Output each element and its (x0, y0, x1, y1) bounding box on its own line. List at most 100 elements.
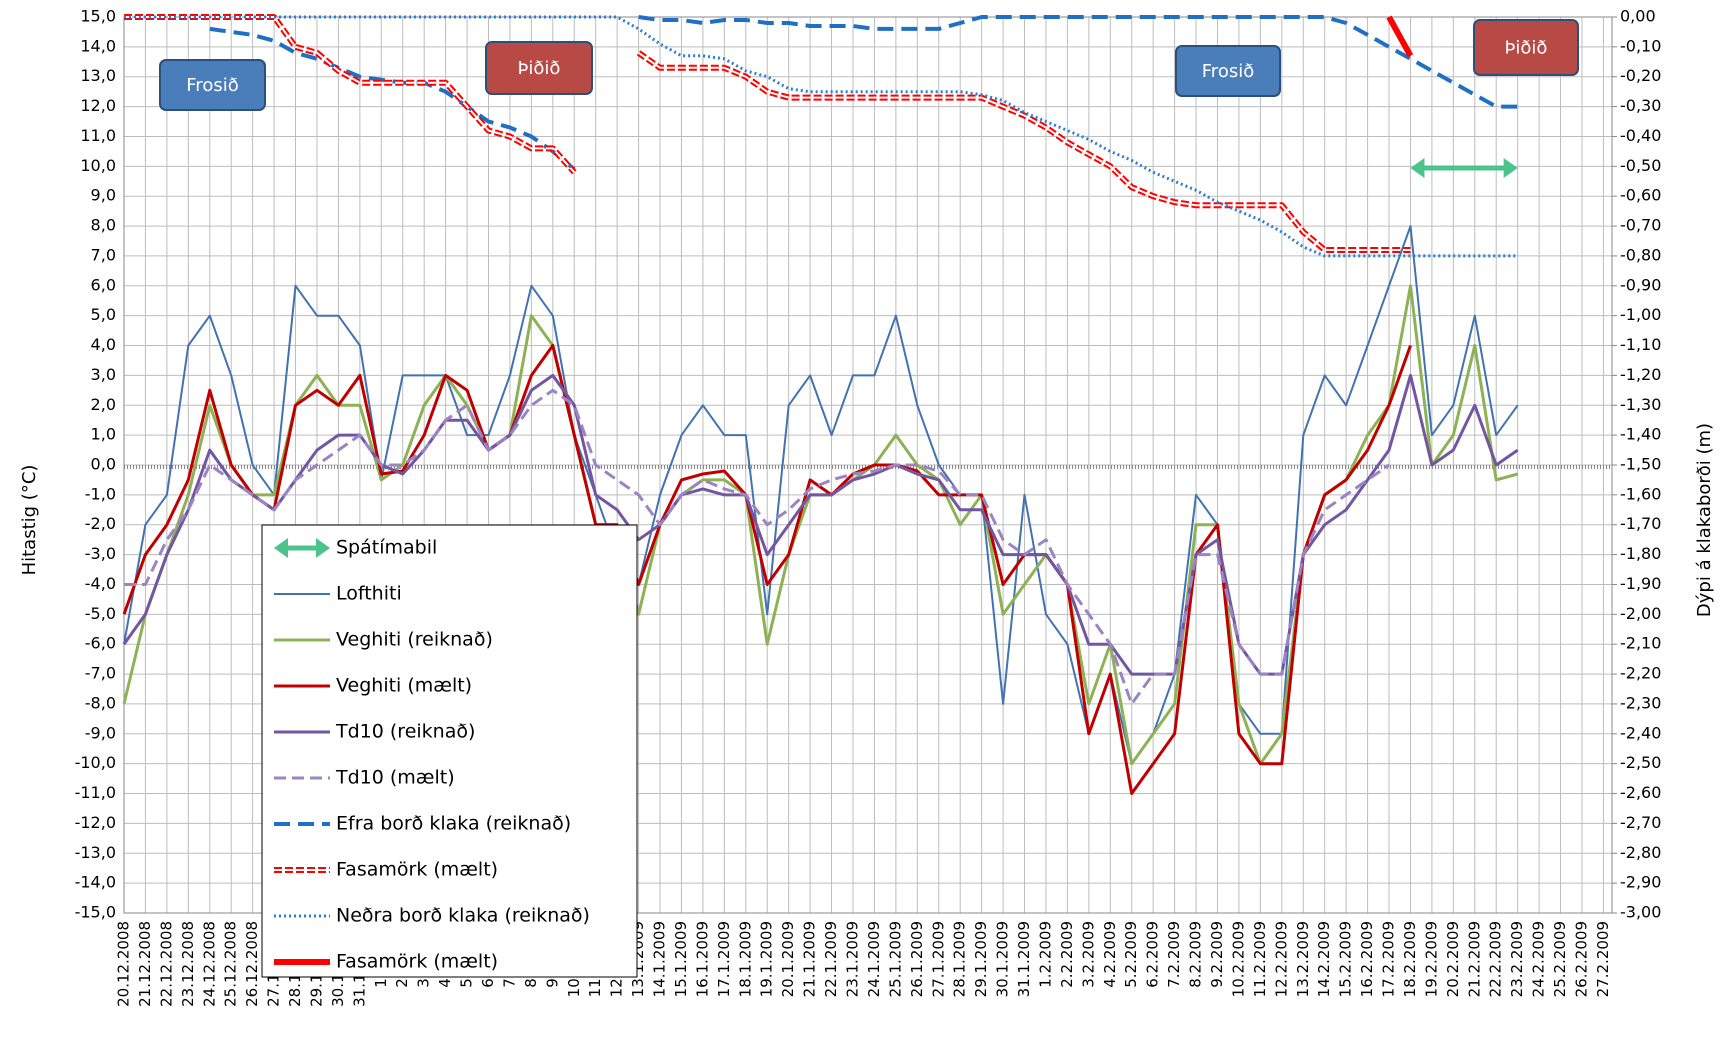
x-tick-label: 23.1.2009 (843, 921, 861, 997)
y2-tick-label: -0,80 (1620, 245, 1661, 264)
legend-label: Td10 (reiknað) (335, 721, 475, 743)
x-tick-label: 16.2.2009 (1358, 921, 1376, 997)
y-tick-label: -6,0 (85, 634, 116, 653)
y-tick-label: 12,0 (80, 96, 116, 115)
y2-tick-label: -1,90 (1620, 574, 1661, 593)
annotation-box (1473, 19, 1579, 76)
plot-frame (123, 16, 1613, 914)
x-tick-label: 31.1.2009 (1015, 921, 1033, 997)
y2-tick-label: -2,70 (1620, 813, 1661, 832)
y2-tick-label: -0,10 (1620, 36, 1661, 55)
y-tick-label: -3,0 (85, 544, 116, 563)
y2-tick-label: -2,80 (1620, 843, 1661, 862)
y2-tick-label: -1,60 (1620, 484, 1661, 503)
y2-tick-label: -2,40 (1620, 723, 1661, 742)
y2-tick-label: -0,50 (1620, 156, 1661, 175)
y2-tick-label: -1,20 (1620, 365, 1661, 384)
series-line (1386, 15, 1414, 58)
y2-tick-label: -1,70 (1620, 514, 1661, 533)
y-tick-label: 8,0 (91, 216, 116, 235)
y-tick-label: -4,0 (85, 574, 116, 593)
x-tick-label: 21.1.2009 (801, 921, 819, 997)
x-tick-label: 1.2.2009 (1036, 921, 1054, 988)
x-tick-label: 26.12.2008 (243, 921, 261, 1007)
series-line (124, 15, 1518, 258)
x-tick-label: 22.2.2009 (1487, 921, 1505, 997)
x-tick-label: 14.2.2009 (1315, 921, 1333, 997)
y2-tick-label: -2,00 (1620, 604, 1661, 623)
x-tick-label: 20.12.2008 (115, 921, 133, 1007)
x-tick-label: 11.2.2009 (1251, 921, 1269, 997)
y2-tick-label: -1,80 (1620, 544, 1661, 563)
x-tick-label: 23.2.2009 (1508, 921, 1526, 997)
x-tick-label: 22.1.2009 (822, 921, 840, 997)
annotation-box (1175, 45, 1281, 97)
series-line (123, 225, 1519, 765)
y2-tick-label: -2,30 (1620, 693, 1661, 712)
y2-tick-label: -1,50 (1620, 455, 1661, 474)
y-axis-title: Hitastig (°C) (19, 465, 40, 576)
x-tick-label: 26.2.2009 (1572, 921, 1590, 997)
y-tick-label: 1,0 (91, 425, 116, 444)
x-tick-label: 20.1.2009 (779, 921, 797, 997)
x-tick-label: 21.2.2009 (1465, 921, 1483, 997)
x-tick-label: 27.1.2009 (929, 921, 947, 997)
y2-tick-label: 0,00 (1620, 7, 1656, 26)
x-tick-label: 23.12.2008 (179, 921, 197, 1007)
y-tick-label: -13,0 (75, 843, 116, 862)
y-tick-label: 5,0 (91, 305, 116, 324)
x-tick-label: 26.1.2009 (908, 921, 926, 997)
series-line (124, 388, 1390, 706)
x-tick-label: 13.2.2009 (1294, 921, 1312, 997)
y-tick-label: 7,0 (91, 245, 116, 264)
y-tick-label: -11,0 (75, 783, 116, 802)
y2-tick-label: -0,40 (1620, 126, 1661, 145)
x-tick-label: 21.12.2008 (136, 921, 154, 1007)
legend-label: Fasamörk (mælt) (336, 859, 498, 881)
y2-tick-label: -2,90 (1620, 873, 1661, 892)
x-tick-label: 4.2.2009 (1101, 921, 1119, 988)
legend-label: Fasamörk (mælt) (336, 951, 498, 973)
x-tick-label: 15.2.2009 (1337, 921, 1355, 997)
annotation-text: Þiðið (1505, 38, 1548, 59)
x-tick-label: 18.2.2009 (1401, 921, 1419, 997)
x-tick-label: 18.1.2009 (736, 921, 754, 997)
x-tick-label: 14.1.2009 (651, 921, 669, 997)
y-tick-label: -10,0 (75, 753, 116, 772)
y-tick-label: 11,0 (80, 126, 116, 145)
annotation-box (485, 41, 593, 95)
x-tick-label: 7.2.2009 (1165, 921, 1183, 988)
y-tick-label: 15,0 (80, 7, 116, 26)
y2-tick-label: -1,10 (1620, 335, 1661, 354)
y2-tick-label: -0,60 (1620, 186, 1661, 205)
x-tick-label: 10.2.2009 (1229, 921, 1247, 997)
y2-tick-label: -2,60 (1620, 783, 1661, 802)
y-tick-label: 13,0 (80, 66, 116, 85)
annotation-box (159, 59, 266, 111)
y-tick-label: -5,0 (85, 604, 116, 623)
y-tick-label: -12,0 (75, 813, 116, 832)
x-tick-label: 19.2.2009 (1422, 921, 1440, 997)
x-tick-label: 29.1.2009 (972, 921, 990, 997)
y-tick-label: -14,0 (75, 873, 116, 892)
y-tick-label: 4,0 (91, 335, 116, 354)
y2-tick-label: -3,00 (1620, 903, 1661, 922)
x-tick-label: 24.1.2009 (865, 921, 883, 997)
y2-tick-label: -0,70 (1620, 216, 1661, 235)
annotation-text: Frosið (186, 75, 238, 96)
x-tick-label: 25.2.2009 (1551, 921, 1569, 997)
y2-axis-title: Dýpi á klakaborði (m) (1694, 423, 1715, 617)
x-tick-label: 2.2.2009 (1058, 921, 1076, 988)
forecast-arrow-head (274, 538, 330, 558)
legend-label: Neðra borð klaka (reiknað) (336, 905, 590, 927)
y2-tick-label: -0,30 (1620, 96, 1661, 115)
x-tick-label: 12.2.2009 (1272, 921, 1290, 997)
y-tick-label: 6,0 (91, 275, 116, 294)
x-tick-label: 5.2.2009 (1122, 921, 1140, 988)
x-tick-label: 3.2.2009 (1079, 921, 1097, 988)
y2-tick-label: -2,20 (1620, 664, 1661, 683)
y-tick-label: -7,0 (85, 664, 116, 683)
y-tick-label: 3,0 (91, 365, 116, 384)
x-tick-label: 30.1.2009 (994, 921, 1012, 997)
